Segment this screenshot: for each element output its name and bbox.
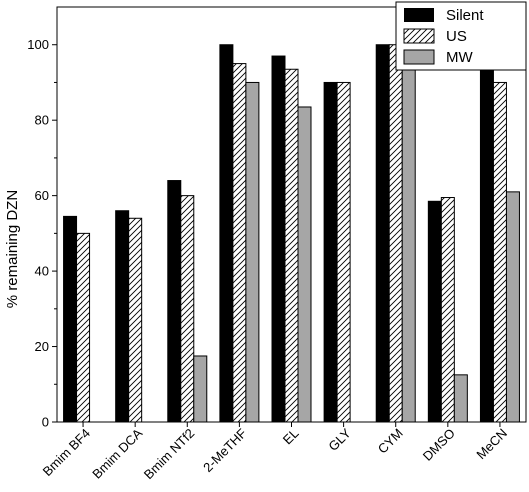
bar-us-2 — [180, 195, 195, 423]
bar-us-1 — [128, 217, 143, 423]
y-tick-label: 80 — [35, 113, 49, 128]
legend-swatch-mw — [403, 49, 435, 65]
bar-mw-3 — [245, 81, 260, 423]
bar-silent-2 — [167, 180, 182, 423]
legend-label-us: US — [446, 28, 467, 45]
x-tick-label: EL — [280, 426, 302, 448]
bar-us-4 — [284, 68, 299, 423]
x-tick-label: Bmim DCA — [89, 425, 145, 481]
bar-silent-4 — [271, 55, 286, 423]
y-tick-label: 40 — [35, 264, 49, 279]
legend-label-mw: MW — [446, 49, 473, 66]
x-tick-label: CYM — [375, 426, 406, 457]
bar-us-5 — [336, 81, 351, 423]
legend-swatch-us — [403, 28, 435, 44]
x-tick-label: MeCN — [473, 426, 510, 463]
legend-label-silent: Silent — [446, 7, 484, 24]
bar-silent-1 — [115, 210, 130, 423]
bar-silent-0 — [63, 215, 78, 423]
bar-mw-4 — [297, 106, 312, 423]
y-axis: 0 20 40 60 80 100 — [27, 37, 57, 430]
x-tick-label: DMSO — [420, 426, 458, 464]
legend-swatch-silent — [404, 8, 434, 22]
bar-silent-6 — [375, 44, 390, 423]
x-tick-label: GLY — [325, 425, 354, 454]
bar-us-0 — [76, 232, 91, 423]
bar-mw-6 — [401, 44, 416, 423]
bar-silent-5 — [323, 81, 338, 423]
bar-mw-2 — [193, 355, 208, 423]
bar-mw-8 — [505, 191, 520, 423]
y-axis-title: % remaining DZN — [4, 190, 21, 308]
bar-silent-8 — [479, 44, 494, 423]
x-tick-label: Bmim NTf2 — [141, 426, 198, 483]
legend: Silent US MW — [395, 1, 527, 71]
y-tick-label: 0 — [42, 415, 49, 430]
bar-mw-7 — [453, 374, 468, 423]
bar-us-8 — [492, 81, 507, 423]
bar-us-6 — [388, 44, 403, 423]
bar-us-7 — [440, 197, 455, 423]
bar-silent-3 — [219, 44, 234, 423]
y-tick-label: 100 — [27, 37, 49, 52]
x-tick-label: Bmim BF4 — [40, 426, 94, 480]
bar-silent-7 — [427, 200, 442, 423]
bars — [63, 44, 520, 423]
y-tick-label: 20 — [35, 339, 49, 354]
y-tick-label: 60 — [35, 188, 49, 203]
bar-us-3 — [232, 63, 247, 423]
x-tick-label: 2-MeTHF — [200, 425, 249, 474]
